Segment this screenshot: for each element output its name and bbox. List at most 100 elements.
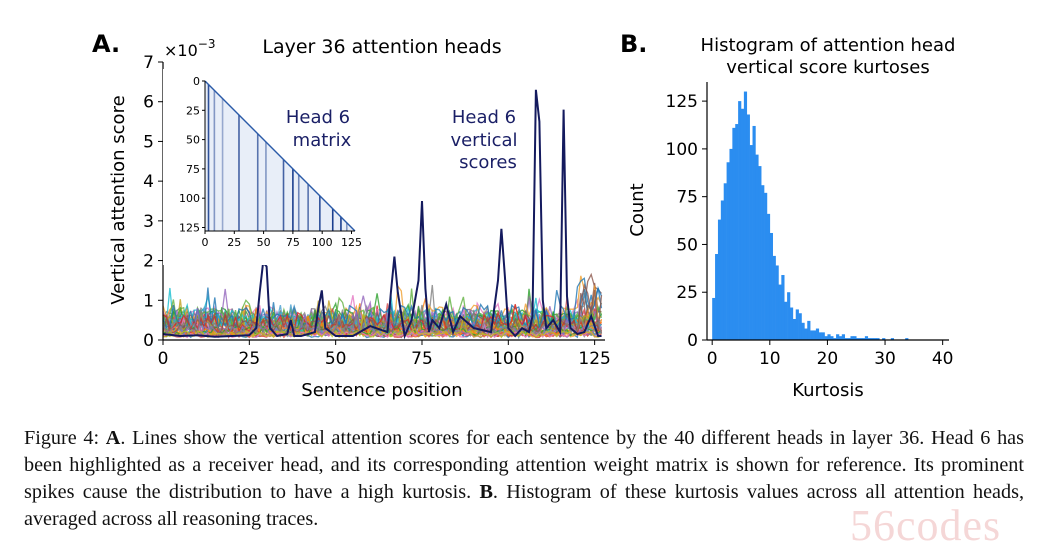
histogram-bar (715, 254, 719, 340)
histogram-bar (738, 101, 742, 340)
histogram-bar (712, 297, 716, 340)
background-head-line (162, 308, 602, 338)
inset-x-tick-label: 50 (257, 236, 271, 249)
histogram-bar (824, 336, 828, 340)
panel-a-title: Layer 36 attention heads (262, 36, 501, 58)
histogram-bar (864, 336, 869, 340)
histogram-bar (729, 148, 733, 340)
histogram-bar (758, 166, 762, 340)
figure-caption: Figure 4: A. Lines show the vertical att… (24, 425, 1024, 533)
series-label-line3: scores (459, 152, 517, 173)
histogram-bar (870, 338, 874, 340)
inset-x-tick-label: 100 (312, 236, 333, 249)
histogram-bar (740, 108, 745, 340)
histogram-bar (781, 275, 785, 340)
histogram-bar (882, 338, 886, 340)
inset-x-tick-label: 75 (286, 236, 300, 249)
x-tick-label: 50 (325, 349, 347, 369)
histogram-bar (830, 336, 834, 340)
caption-text-b: . Histogram of these kurtosis values acr… (24, 481, 1024, 530)
histogram-bar (752, 125, 756, 340)
histogram-bar (810, 330, 814, 340)
panel-a-letter: A. (92, 30, 120, 58)
inset-x-tick-label: 0 (202, 236, 209, 249)
histogram-bar (827, 334, 831, 340)
panel-b-xlabel: Kurtosis (792, 380, 864, 401)
histogram-bar (726, 162, 730, 340)
histogram-bar (815, 328, 820, 340)
y-tick-label: 125 (666, 92, 698, 112)
x-tick-label: 20 (817, 349, 839, 369)
histogram-bar (755, 154, 759, 340)
histogram-bar (787, 292, 791, 340)
histogram-bar (720, 200, 725, 340)
head-6-line (162, 89, 602, 340)
background-head-line (162, 304, 603, 336)
histogram-panel-b: 0 25 50 75 100 125 0 10 20 30 40 (666, 82, 953, 369)
caption-b: B (479, 481, 493, 503)
histogram-bar (873, 338, 877, 340)
histogram-bar (804, 328, 808, 340)
histogram-bar (772, 255, 776, 340)
histogram-bar (836, 334, 840, 340)
histogram-bar (813, 330, 817, 340)
x-tick-label: 30 (874, 349, 896, 369)
histogram-bar (761, 185, 765, 340)
caption-label: Figure 4: (24, 427, 106, 449)
y-tick-label: 5 (143, 132, 154, 152)
histogram-bar (801, 322, 805, 340)
y-tick-label: 1 (143, 291, 154, 311)
histogram-bar (841, 334, 846, 340)
inset-y-tick-label: 0 (193, 75, 200, 88)
histogram-bar (856, 338, 860, 340)
histogram-bar (853, 336, 857, 340)
line-chart-panel-a: 0 1 2 3 4 5 6 7 0 25 50 75 100 125 (143, 53, 611, 369)
histogram-bar (778, 284, 782, 340)
histogram-bar (792, 318, 797, 340)
y-tick-label: 4 (143, 172, 154, 192)
x-tick-label: 10 (759, 349, 781, 369)
histogram-bar (775, 265, 779, 340)
histogram-bar (723, 183, 727, 340)
histogram-bar (890, 338, 894, 340)
histogram-bar (784, 301, 788, 340)
x-tick-label: 25 (239, 349, 261, 369)
histogram-bar (746, 114, 750, 340)
y-tick-label: 3 (143, 212, 154, 232)
y-tick-label: 2 (143, 252, 154, 272)
histogram-bar (743, 91, 748, 340)
inset-y-tick-label: 125 (179, 221, 200, 234)
x-tick-label: 0 (707, 349, 718, 369)
histogram-bar (838, 336, 843, 340)
panel-b-title-line2: vertical score kurtoses (726, 57, 930, 78)
x-tick-label: 0 (158, 349, 169, 369)
panel-b-ylabel: Count (627, 183, 648, 236)
histogram-bar (764, 192, 768, 340)
panel-a-ylabel: Vertical attention score (108, 95, 129, 304)
y-tick-label: 75 (676, 188, 698, 208)
histogram-bar (859, 338, 863, 340)
histogram-bar (850, 336, 854, 340)
histogram-bar (798, 313, 802, 340)
histogram-bar (807, 320, 811, 340)
histogram-bar (821, 332, 825, 340)
histogram-bar (735, 124, 739, 341)
head-6-matrix-inset: 0 0 25 25 50 50 75 75 100 100 125 125 (163, 69, 375, 265)
inset-y-tick-label: 100 (179, 192, 200, 205)
watermark: 56codes (850, 501, 1002, 550)
y-tick-label: 0 (687, 331, 698, 351)
x-tick-label: 100 (492, 349, 524, 369)
figure-svg: A. B. Layer 36 attention heads ×10−3 012… (92, 30, 955, 401)
series-label-line1: Head 6 (452, 107, 516, 128)
background-head-line (162, 277, 603, 331)
histogram-bar (818, 332, 822, 340)
exponent-sup: −3 (198, 37, 216, 51)
inset-label-line2: matrix (293, 130, 352, 151)
histogram-bar (732, 127, 736, 340)
inset-label-line1: Head 6 (286, 107, 350, 128)
inset-y-tick-label: 25 (186, 104, 200, 117)
histogram-bar (769, 232, 773, 340)
inset-diagonal (204, 80, 356, 232)
exponent-base: ×10 (164, 41, 198, 60)
